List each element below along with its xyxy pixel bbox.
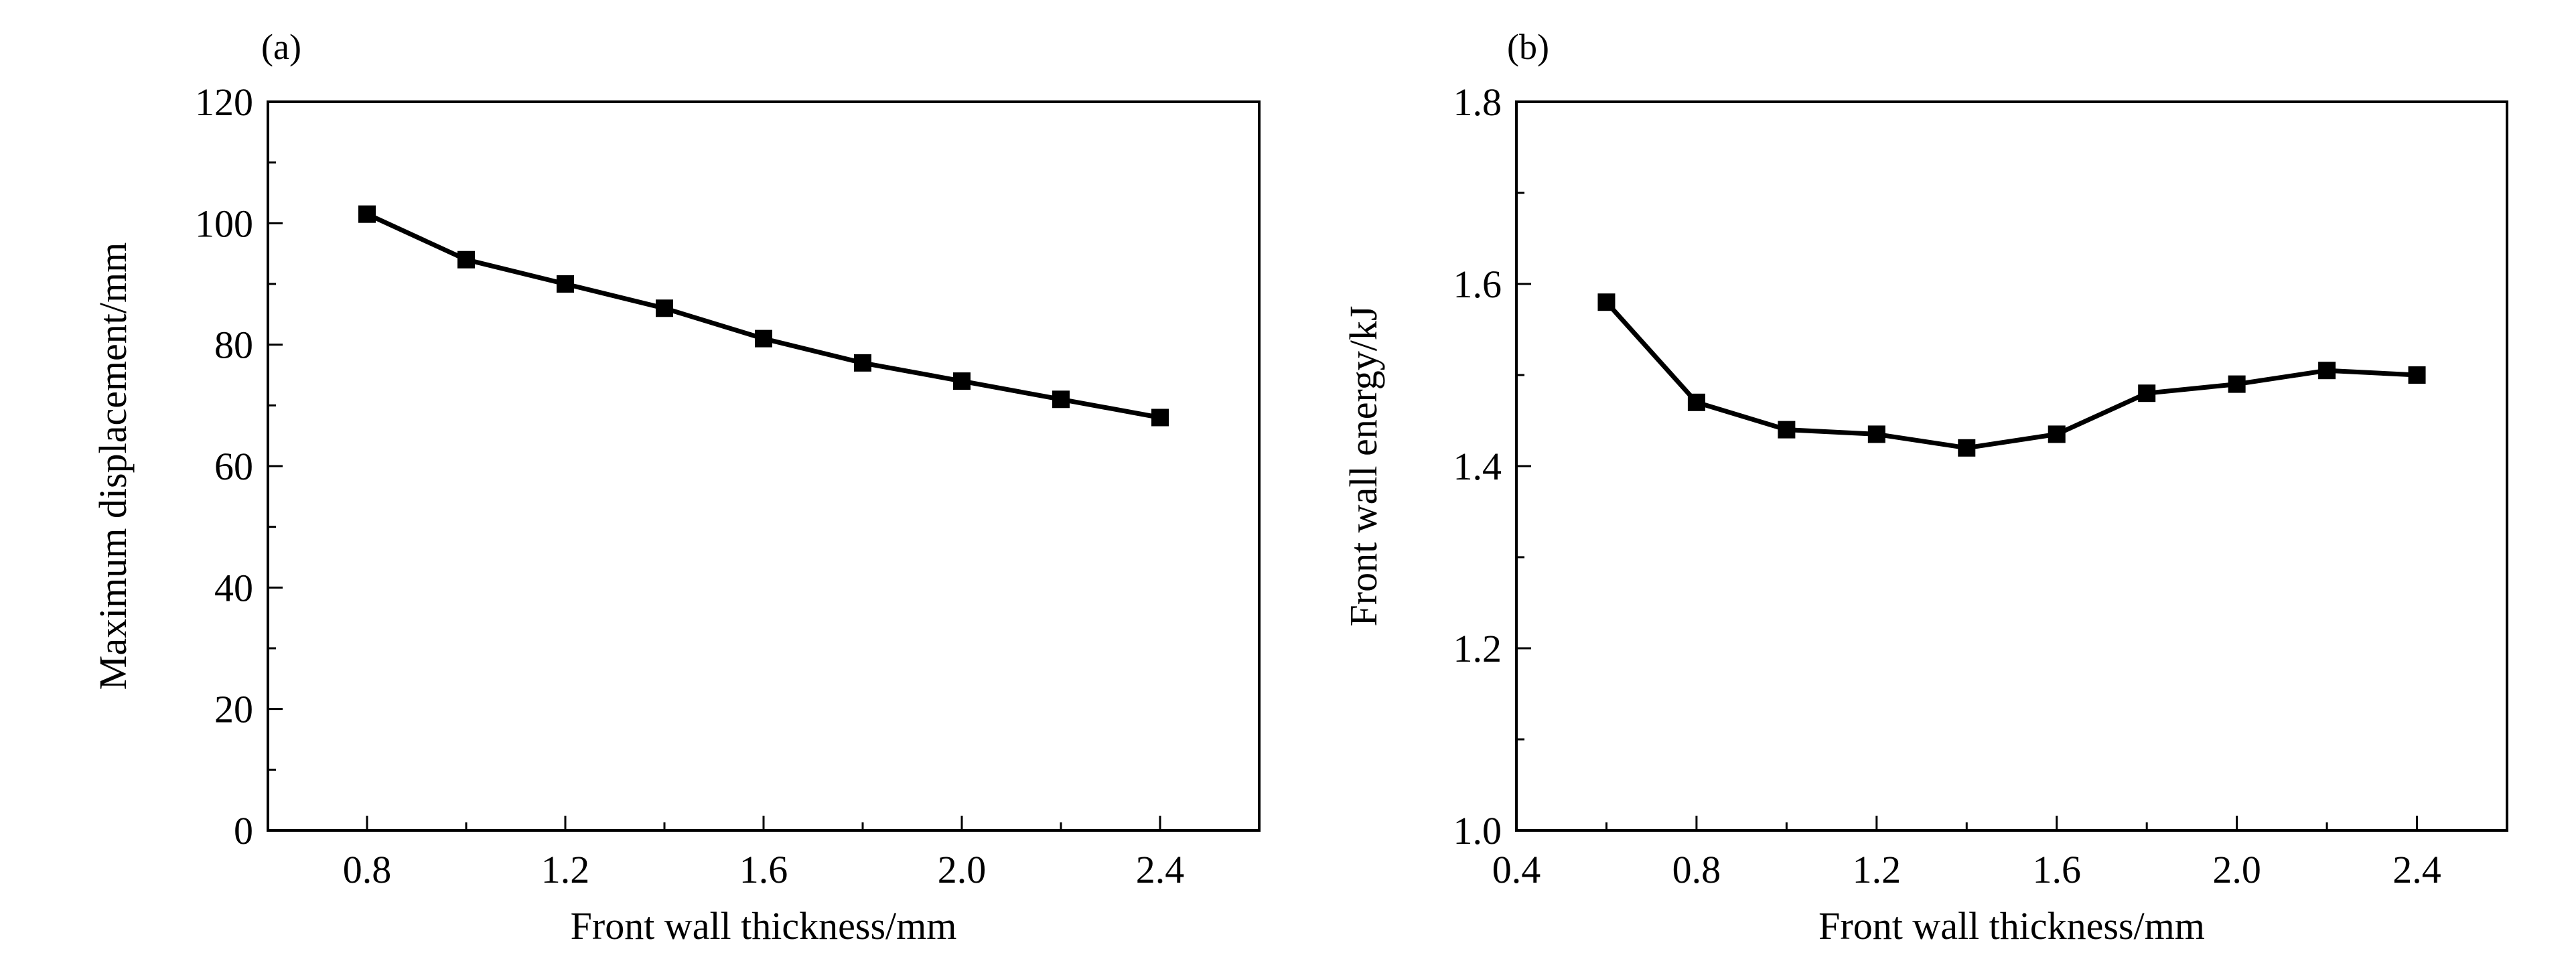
y-tick-label-a-3: 60 (214, 445, 253, 488)
data-point-b-7 (2228, 375, 2246, 393)
data-point-a-0 (358, 205, 376, 223)
x-tick-label-b-4: 2.0 (2212, 848, 2261, 891)
y-tick-label-a-6: 120 (195, 80, 253, 124)
y-tick-label-b-3: 1.6 (1453, 263, 1502, 306)
data-point-a-4 (755, 329, 772, 348)
data-point-b-2 (1778, 421, 1796, 439)
plot-frame-b (1515, 100, 2508, 832)
data-point-b-5 (2048, 425, 2066, 443)
data-point-b-6 (2138, 384, 2156, 402)
data-point-b-9 (2408, 366, 2426, 384)
x-tick-label-b-2: 1.2 (1853, 848, 1902, 891)
y-tick-label-b-4: 1.8 (1453, 80, 1502, 124)
plot-frame-a (267, 100, 1261, 832)
y-tick-label-b-1: 1.2 (1453, 627, 1502, 670)
data-point-a-6 (953, 372, 971, 390)
data-point-a-8 (1151, 409, 1169, 427)
x-tick-label-b-5: 2.4 (2392, 848, 2441, 891)
data-point-b-1 (1687, 393, 1705, 411)
data-point-a-2 (557, 275, 574, 293)
data-point-a-1 (457, 250, 475, 269)
x-tick-label-a-3: 2.0 (938, 848, 987, 891)
y-tick-label-b-2: 1.4 (1453, 445, 1502, 488)
y-tick-label-a-2: 40 (214, 566, 253, 609)
y-axis-title-a: Maximum displacement/mm (91, 242, 135, 690)
y-tick-label-a-5: 100 (195, 202, 253, 245)
x-tick-label-b-0: 0.4 (1492, 848, 1541, 891)
y-tick-label-b-0: 1.0 (1453, 809, 1502, 853)
x-tick-label-b-1: 0.8 (1672, 848, 1721, 891)
panel-label-a: (a) (261, 27, 301, 67)
data-point-a-5 (854, 354, 871, 372)
data-point-b-8 (2318, 362, 2336, 380)
data-point-a-3 (656, 299, 673, 317)
panel-label-b: (b) (1507, 27, 1549, 67)
series-line-b-0 (1604, 300, 2417, 451)
x-tick-label-a-1: 1.2 (541, 848, 590, 891)
y-tick-label-a-1: 20 (214, 688, 253, 731)
series-line-a-0 (366, 212, 1161, 420)
data-point-b-3 (1867, 425, 1885, 443)
y-tick-label-a-0: 0 (234, 809, 253, 853)
x-axis-title-a: Front wall thickness/mm (571, 904, 957, 948)
y-axis-title-b: Front wall energy/kJ (1342, 306, 1385, 627)
data-point-b-0 (1597, 293, 1616, 311)
chart-panel-a: (a) 0.8 1.2 1.6 2.0 2.4 0 20 40 60 80 100 120 Front w… (91, 27, 1261, 948)
data-point-a-7 (1052, 390, 1070, 409)
x-axis-title-b: Front wall thickness/mm (1818, 904, 2205, 948)
x-tick-label-a-0: 0.8 (343, 848, 392, 891)
y-tick-label-a-4: 80 (214, 323, 253, 367)
x-tick-label-a-2: 1.6 (739, 848, 788, 891)
data-point-b-4 (1958, 439, 1976, 457)
x-tick-label-a-4: 2.4 (1136, 848, 1185, 891)
chart-panel-b: (b) 0.4 0.8 1.2 1.6 2.0 2.4 1.0 1.2 1.4 1.6 1.8 Fron… (1342, 27, 2508, 948)
x-tick-label-b-3: 1.6 (2032, 848, 2081, 891)
